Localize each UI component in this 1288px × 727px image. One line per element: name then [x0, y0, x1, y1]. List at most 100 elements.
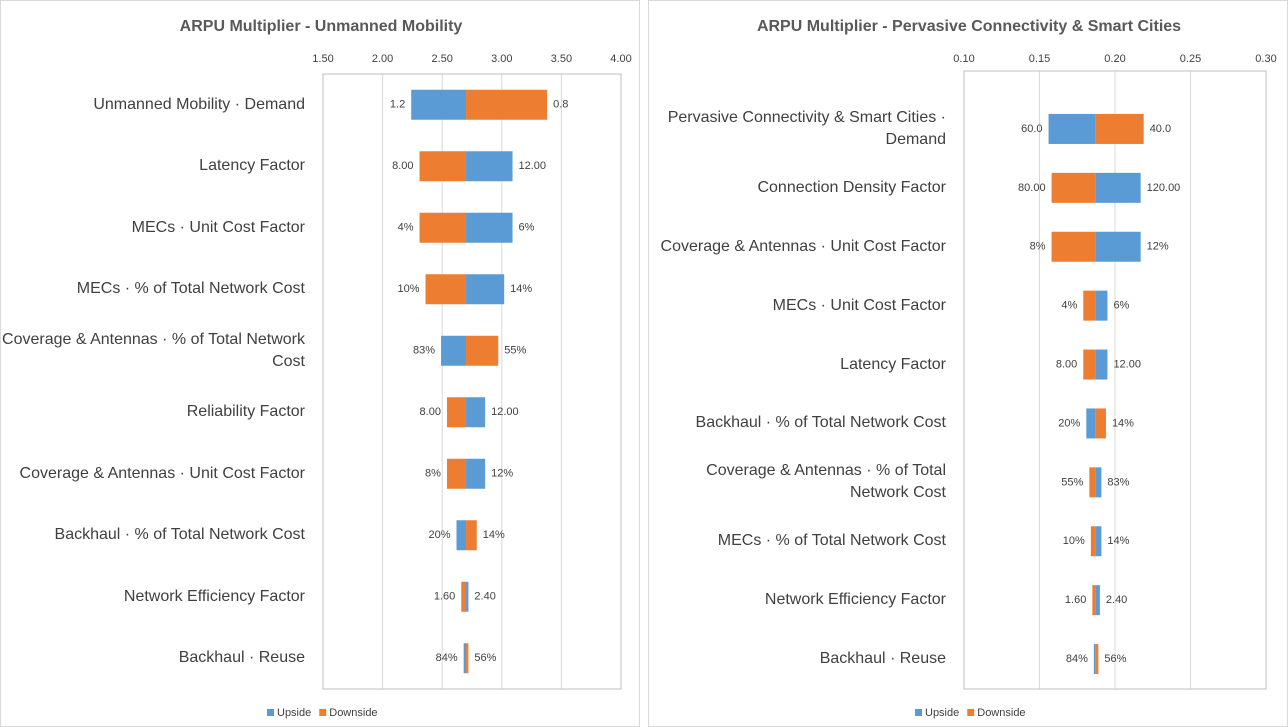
bar	[411, 89, 467, 120]
input-label: 84%	[436, 652, 458, 664]
bar	[466, 274, 505, 305]
bar	[1095, 408, 1106, 439]
input-label: 6%	[1113, 300, 1129, 312]
bar	[1086, 408, 1096, 439]
bar	[1093, 644, 1096, 675]
chart: 0.10 0.15 0.20 0.25 0.30 60.0 40.0 120.00 80.00 1…	[915, 53, 1277, 719]
category-label: Network Efficiency Factor	[123, 587, 305, 605]
bar	[463, 643, 467, 674]
input-label: 80.00	[1018, 182, 1046, 194]
chart-panel: 1.50 2.00 2.50 3.00 3.50 4.00 1.2 0.8 12.00 8.00 6…	[0, 0, 640, 727]
category-label: Coverage & Antennas · Unit Cost Factor	[660, 237, 946, 255]
input-label: 8%	[425, 468, 441, 480]
input-label: 83%	[413, 345, 435, 357]
input-label: 14%	[483, 529, 505, 541]
legend-swatch	[319, 709, 327, 716]
input-label: 4%	[1061, 300, 1077, 312]
category-label: Coverage & Antennas · % of Total Network…	[706, 462, 946, 502]
legend-label: Downside	[977, 707, 1025, 719]
bar	[1095, 231, 1141, 262]
input-label: 83%	[1107, 476, 1129, 488]
bar	[1089, 467, 1096, 498]
category-label: Unmanned Mobility · Demand	[93, 95, 305, 113]
input-label: 20%	[1058, 417, 1080, 429]
bar	[1092, 585, 1096, 616]
chart-title: ARPU Multiplier - Unmanned Mobility	[179, 18, 463, 35]
category-label: MECs · % of Total Network Cost	[717, 532, 946, 550]
bar	[466, 643, 469, 674]
input-label: 55%	[1061, 476, 1083, 488]
bar	[1083, 349, 1096, 380]
input-label: 84%	[1066, 653, 1088, 665]
bar	[1051, 172, 1096, 203]
bar	[1051, 231, 1096, 262]
bar	[1095, 644, 1099, 675]
input-label: 1.2	[390, 99, 405, 111]
bar	[419, 212, 467, 243]
input-label: 6%	[519, 222, 535, 234]
input-label: 12%	[491, 468, 513, 480]
chart: 1.50 2.00 2.50 3.00 3.50 4.00 1.2 0.8 12.00 8.00 6…	[267, 53, 632, 719]
x-tick-label: 1.50	[312, 53, 333, 65]
input-label: 8.00	[392, 160, 413, 172]
input-label: 8.00	[1056, 358, 1077, 370]
legend-swatch	[267, 709, 274, 716]
bar	[466, 520, 477, 551]
x-tick-label: 0.30	[1255, 53, 1276, 65]
category-label: Coverage & Antennas · Unit Cost Factor	[19, 464, 305, 482]
bar	[1095, 349, 1108, 380]
category-label: Network Efficiency Factor	[764, 591, 946, 609]
input-label: 12.00	[491, 406, 519, 418]
legend-label: Upside	[925, 707, 959, 719]
category-label: Latency Factor	[199, 157, 305, 175]
bar	[1095, 467, 1102, 498]
legend-swatch	[967, 709, 975, 716]
bar	[446, 397, 467, 428]
chart-panel: 0.10 0.15 0.20 0.25 0.30 60.0 40.0 120.00 80.00 1…	[648, 0, 1288, 727]
input-label: 0.8	[553, 99, 568, 111]
input-label: 12%	[1147, 241, 1169, 253]
input-label: 12.00	[1113, 358, 1141, 370]
legend-label: Downside	[329, 707, 377, 719]
category-label: Connection Density Factor	[757, 178, 946, 196]
category-label: MECs · Unit Cost Factor	[772, 296, 946, 314]
bar	[466, 89, 548, 120]
category-label: MECs · Unit Cost Factor	[131, 218, 305, 236]
x-tick-label: 0.25	[1180, 53, 1201, 65]
bar	[1083, 290, 1096, 321]
bar	[1090, 526, 1096, 557]
input-label: 14%	[1112, 417, 1134, 429]
plot-border	[963, 70, 1267, 690]
category-label: Backhaul · % of Total Network Cost	[695, 414, 946, 432]
x-tick-label: 2.00	[372, 53, 393, 65]
bar	[419, 151, 467, 182]
input-label: 8%	[1030, 241, 1046, 253]
x-tick-label: 0.15	[1029, 53, 1050, 65]
legend-swatch	[915, 709, 922, 716]
input-label: 14%	[510, 283, 532, 295]
bar	[466, 335, 499, 366]
bar	[466, 397, 486, 428]
category-label: Latency Factor	[840, 355, 946, 373]
bar	[466, 151, 513, 182]
x-tick-label: 3.00	[491, 53, 512, 65]
category-label: Backhaul · % of Total Network Cost	[54, 526, 305, 544]
input-label: 2.40	[474, 591, 495, 603]
legend-label: Upside	[277, 707, 311, 719]
input-label: 12.00	[519, 160, 547, 172]
bar	[466, 212, 513, 243]
x-tick-label: 4.00	[610, 53, 631, 65]
plot-border	[322, 73, 622, 690]
bar	[456, 520, 467, 551]
input-label: 1.60	[1065, 594, 1086, 606]
bar	[1095, 172, 1141, 203]
input-label: 10%	[397, 283, 419, 295]
bar	[425, 274, 467, 305]
x-tick-label: 3.50	[551, 53, 572, 65]
input-label: 120.00	[1147, 182, 1181, 194]
input-label: 56%	[1104, 653, 1126, 665]
input-label: 56%	[474, 652, 496, 664]
bar	[1048, 113, 1096, 144]
bar	[1095, 290, 1108, 321]
category-label: Coverage & Antennas · % of Total Network…	[2, 330, 305, 370]
